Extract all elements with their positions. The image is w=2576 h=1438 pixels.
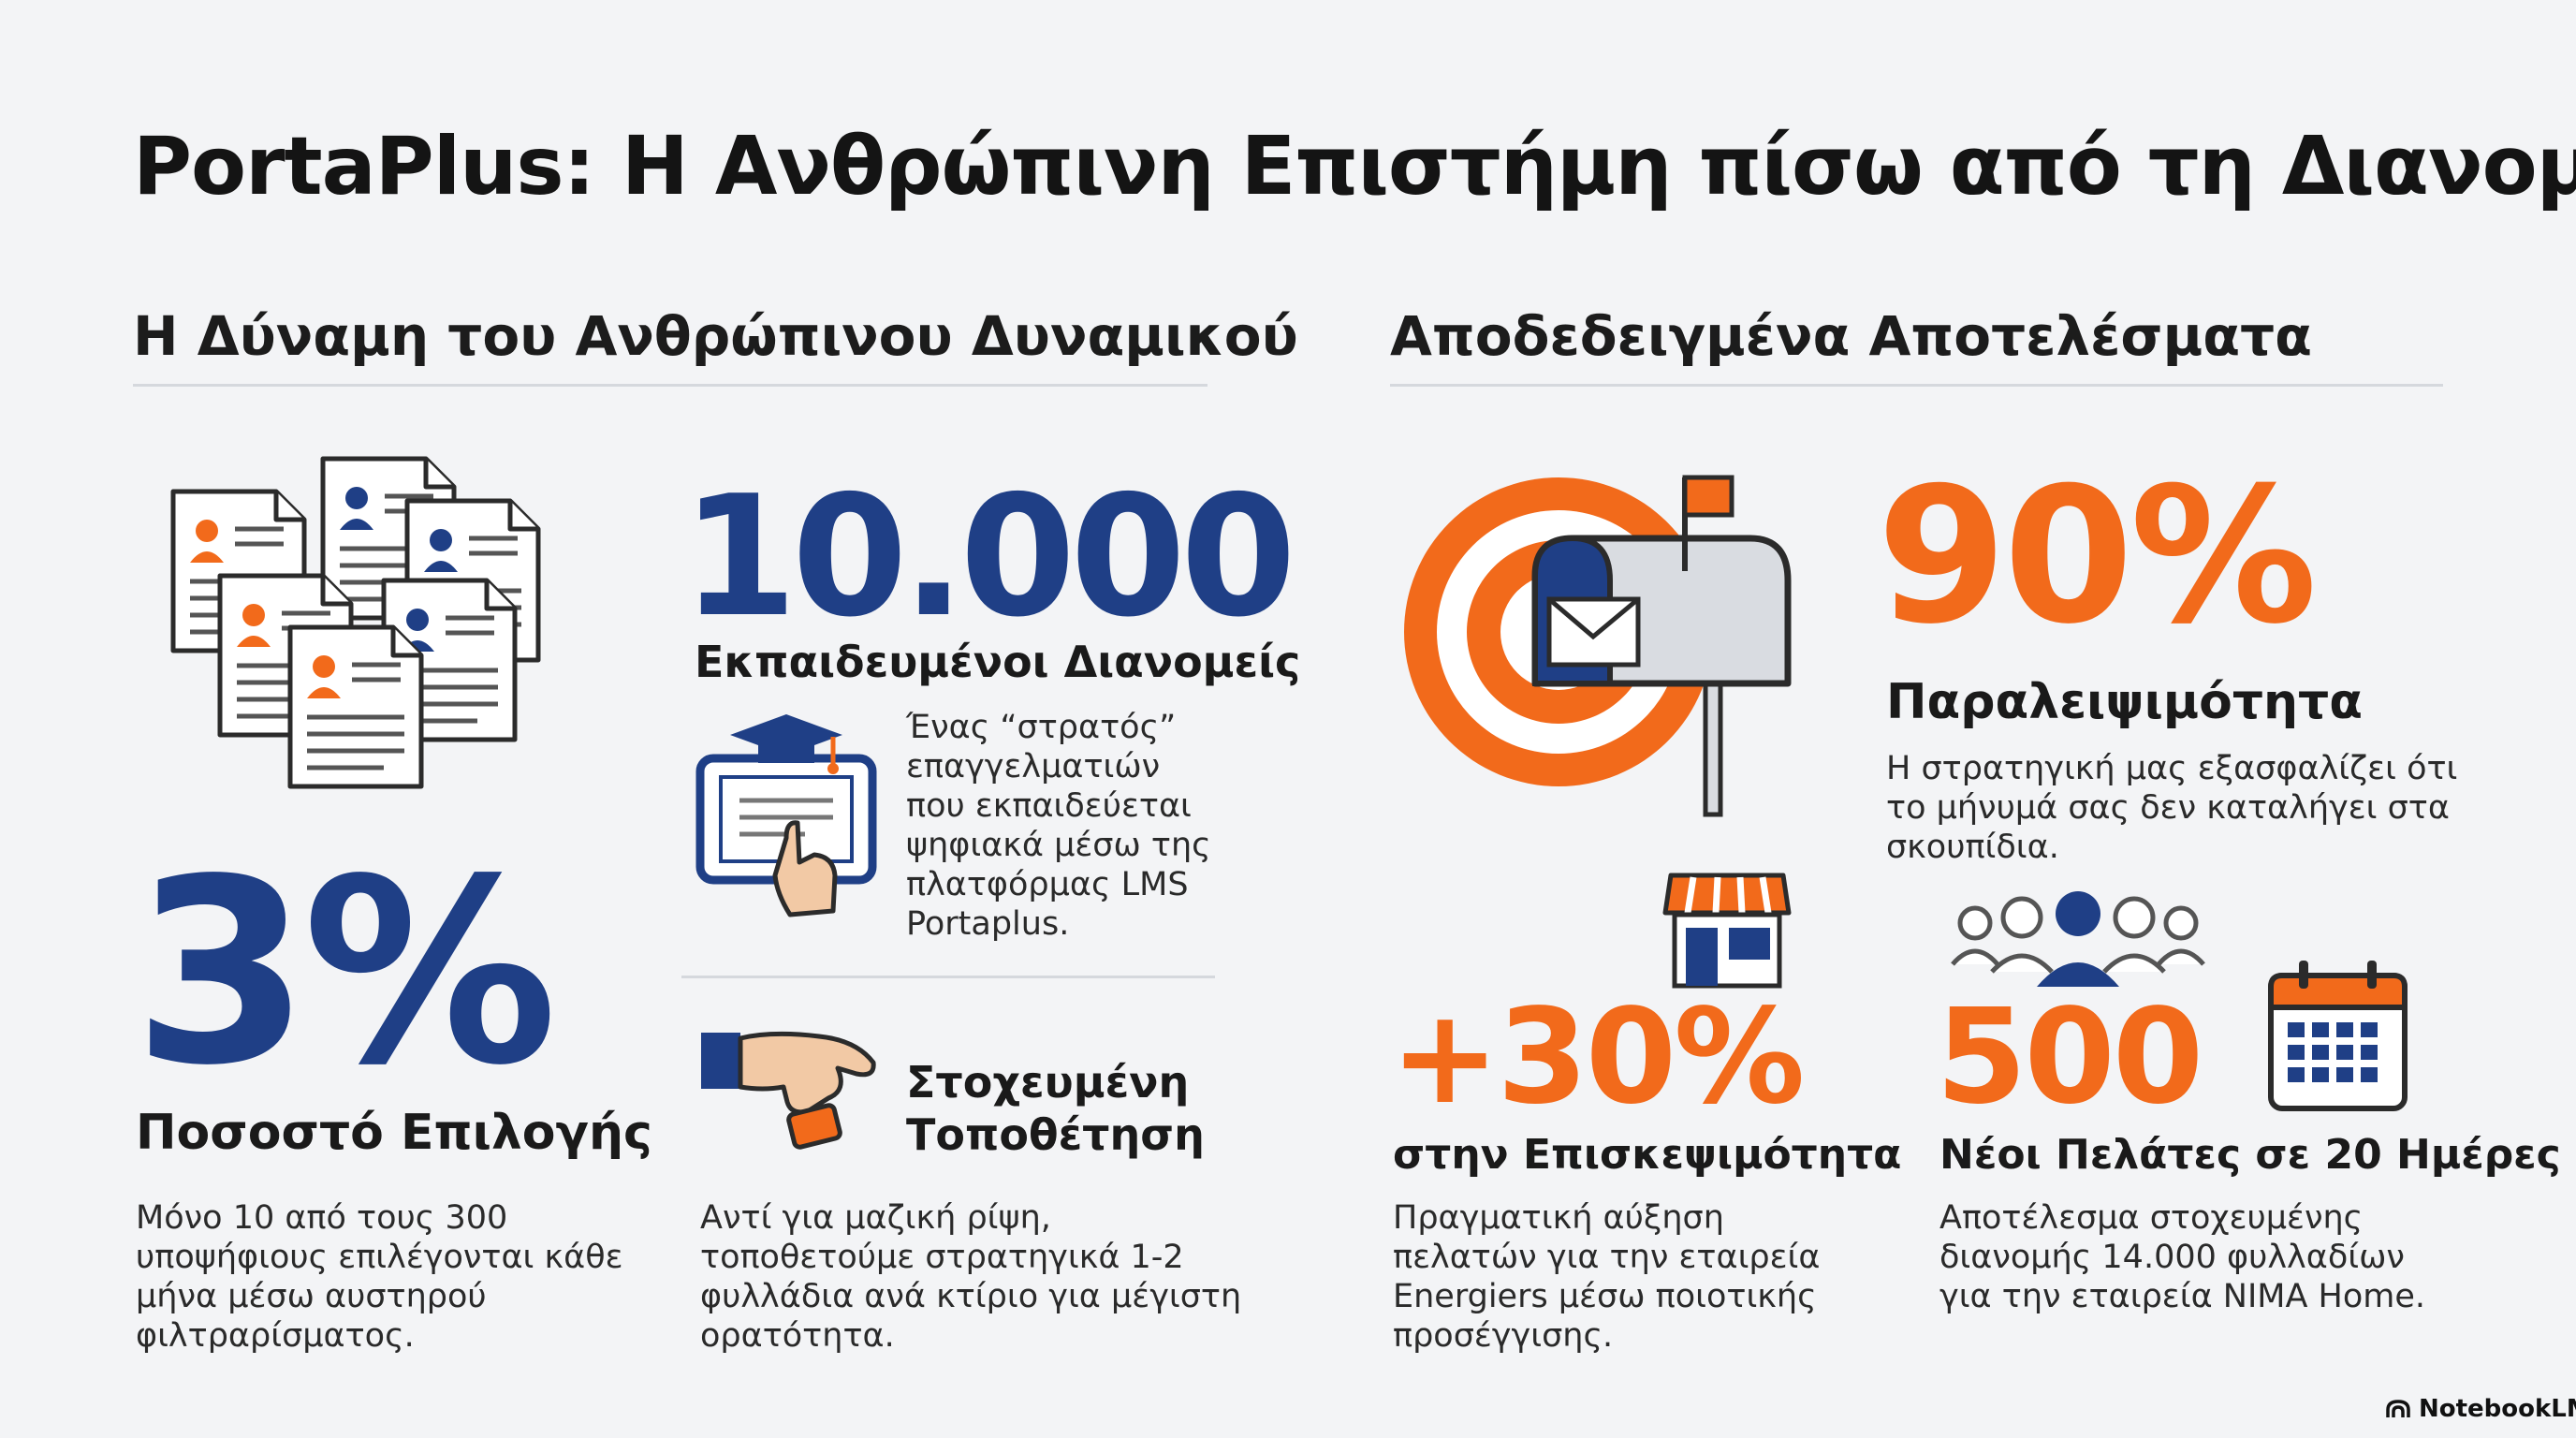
placement-description: Αντί για μαζική ρίψη, τοποθετούμε στρατη… [700,1199,1242,1355]
selection-value: 3% [133,826,558,1122]
hand-placing-icon [701,1031,876,1150]
storefront-icon [1662,873,1792,989]
brand-badge: NotebookLM [2385,1395,2576,1423]
reach-label: Παραλειψιμότητα [1886,674,2363,730]
couriers-value: 10.000 [681,460,1296,653]
elearning-tablet-icon [695,714,877,917]
notebooklm-logo-icon [2386,1400,2410,1417]
left-section-heading: Η Δύναμη του Ανθρώπινου Δυναμικού [133,304,1298,368]
people-group-icon [1951,891,2205,987]
selection-description: Μόνο 10 από τους 300 υποψήφιους επιλέγον… [136,1199,623,1355]
right-section-divider [1390,384,2443,387]
brand-name: NotebookLM [2419,1395,2576,1423]
page-title: PortaPlus: Η Ανθρώπινη Επιστήμη πίσω από… [133,120,2576,213]
reach-value: 90% [1877,448,2318,666]
clients-description: Αποτέλεσμα στοχευμένης διανομής 14.000 φ… [1939,1199,2426,1315]
visits-value: +30% [1390,981,1805,1134]
selection-label: Ποσοστό Επιλογής [136,1105,652,1161]
visits-label: στην Επισκεψιμότητα [1393,1131,1902,1179]
calendar-icon [2268,961,2408,1111]
target-mailbox-icon [1404,475,1792,817]
mid-divider [681,976,1215,978]
clients-value: 500 [1936,981,2203,1134]
right-section-heading: Αποδεδειγμένα Αποτελέσματα [1390,304,2312,368]
resume-stack-icon [164,454,548,829]
reach-description: Η στρατηγική μας εξασφαλίζει ότι το μήνυ… [1886,750,2458,866]
couriers-label: Εκπαιδευμένοι Διανομείς [695,637,1301,687]
clients-label: Νέοι Πελάτες σε 20 Ημέρες [1939,1131,2561,1179]
couriers-description: Ένας “στρατός” επαγγελματιών που εκπαιδε… [906,709,1211,943]
visits-description: Πραγματική αύξηση πελατών για την εταιρε… [1393,1199,1821,1355]
left-section-divider [133,384,1208,387]
placement-label: Στοχευμένη Τοποθέτηση [906,1057,1205,1160]
